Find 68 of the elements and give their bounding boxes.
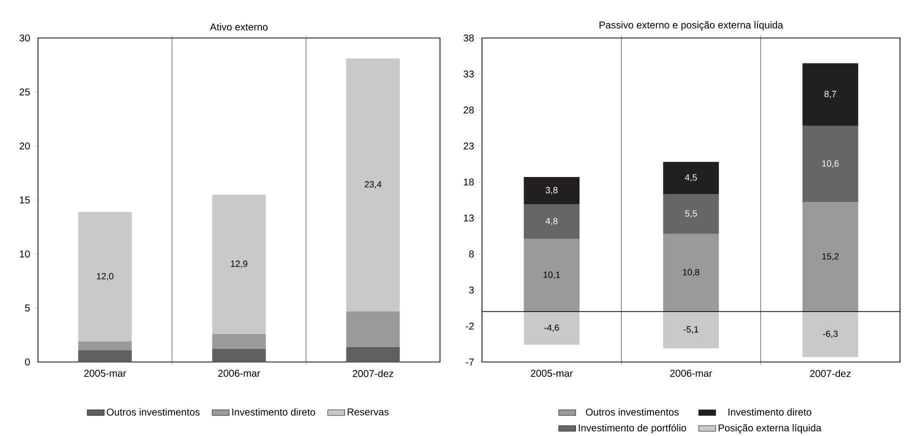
legend-label: Investimento direto: [728, 408, 812, 416]
data-label: 10,8: [682, 269, 700, 276]
y-tick-label: 10: [20, 250, 30, 258]
chart-title: Ativo externo: [210, 23, 268, 30]
y-tick-label: -2: [466, 322, 474, 330]
y-tick-label: 5: [25, 304, 30, 312]
bar: [802, 63, 858, 126]
y-tick-label: 23: [464, 142, 474, 150]
bar: [212, 334, 266, 350]
legend-label: Reservas: [348, 408, 389, 416]
data-label: 10,1: [544, 272, 560, 279]
y-tick-label: 3: [469, 286, 474, 294]
bar: [346, 58, 400, 312]
x-tick-label: 2006-mar: [670, 370, 712, 377]
data-label: -6,3: [823, 330, 838, 338]
bar: [663, 312, 719, 348]
x-tick-label: 2005-mar: [530, 370, 573, 377]
bar: [78, 212, 132, 342]
y-tick-label: 33: [464, 70, 474, 78]
y-tick-label: 25: [20, 88, 30, 96]
y-tick-label: 0: [25, 358, 30, 366]
legend-label: Investimento direto: [232, 408, 316, 416]
bar: [524, 238, 580, 312]
data-label: 23,4: [364, 181, 382, 189]
bar: [663, 234, 719, 312]
bar: [78, 341, 132, 350]
y-tick-label: 30: [20, 34, 30, 42]
bar: [212, 349, 266, 362]
bar: [524, 312, 580, 345]
y-tick-label: 13: [464, 214, 474, 222]
bar: [663, 194, 719, 234]
bar: [346, 311, 400, 347]
bar: [346, 346, 400, 362]
bar: [802, 126, 858, 202]
data-label: 12,0: [96, 272, 114, 280]
legend-label: Outros investimentos: [106, 408, 200, 416]
data-label: 4,8: [546, 218, 558, 226]
data-label: 5,5: [685, 210, 697, 218]
bar: [663, 162, 719, 194]
bar: [212, 194, 266, 334]
y-tick-label: 20: [20, 142, 30, 150]
data-label: 10,6: [822, 160, 839, 168]
y-tick-label: 28: [464, 106, 474, 114]
x-tick-label: 2005-mar: [84, 370, 126, 377]
bar: [802, 312, 858, 357]
chart-title: Passivo externo e posição externa líquida: [600, 21, 784, 30]
data-label: 3,8: [546, 186, 558, 194]
bar: [802, 202, 858, 312]
x-tick-label: 2007-dez: [352, 370, 394, 378]
x-tick-label: 2007-dez: [810, 370, 851, 378]
bar: [524, 176, 580, 204]
data-label: 8,7: [824, 90, 836, 98]
legend-label: Investimento de portfólio: [578, 424, 686, 434]
y-tick-label: 18: [464, 178, 474, 186]
data-label: 12,9: [230, 260, 248, 268]
y-tick-label: 15: [20, 196, 30, 204]
legend-label: Outros investimentos: [586, 408, 679, 416]
legend-label: Posição externa líquida: [718, 424, 822, 434]
bar: [78, 350, 132, 362]
y-tick-label: -7: [466, 358, 474, 366]
y-tick-label: 8: [469, 250, 474, 258]
y-tick-label: 38: [464, 34, 474, 42]
data-label: -4,6: [544, 324, 560, 332]
data-label: 4,5: [684, 174, 697, 182]
data-label: -5,1: [684, 326, 698, 334]
bar: [524, 204, 580, 239]
x-tick-label: 2006-mar: [218, 370, 260, 377]
data-label: 15,2: [822, 253, 839, 261]
